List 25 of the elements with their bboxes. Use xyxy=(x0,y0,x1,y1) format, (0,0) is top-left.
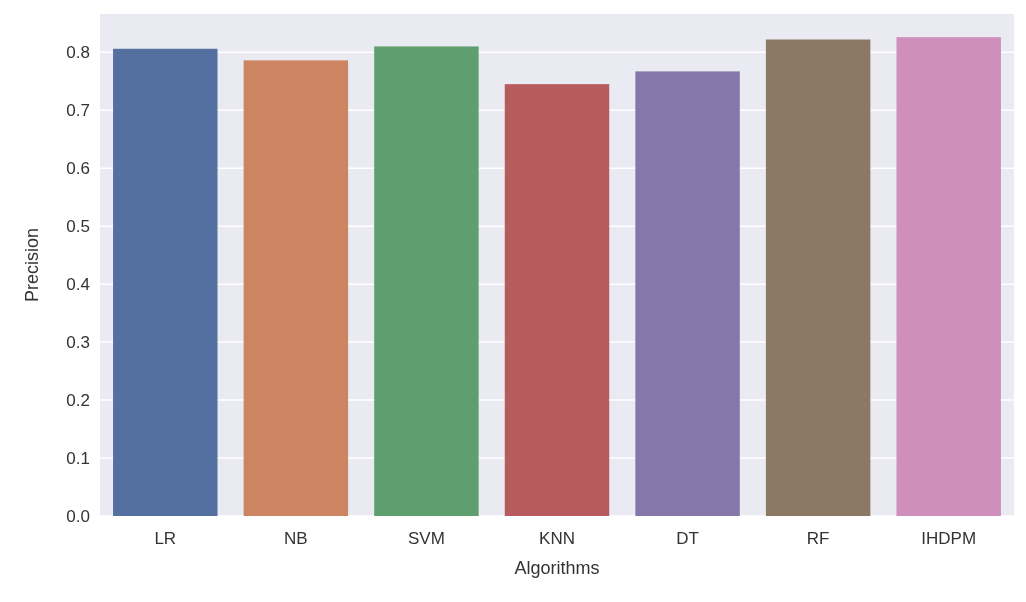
bar xyxy=(896,37,1001,516)
bar xyxy=(504,84,610,516)
y-tick-label: 0.7 xyxy=(66,101,90,121)
x-tick-label: KNN xyxy=(539,529,575,548)
y-tick-label: 0.2 xyxy=(66,391,90,411)
x-tick-label: NB xyxy=(284,529,308,548)
bar xyxy=(635,71,740,516)
y-tick-label: 0.0 xyxy=(66,506,90,526)
bar xyxy=(374,46,479,516)
y-tick-label: 0.1 xyxy=(66,448,90,468)
bar xyxy=(765,39,871,516)
x-tick-label: DT xyxy=(676,529,699,548)
x-axis-title: Algorithms xyxy=(514,558,600,578)
y-axis-title: Precision xyxy=(22,227,42,303)
x-tick-label: RF xyxy=(806,529,830,548)
bar xyxy=(243,60,349,516)
y-tick-label: 0.4 xyxy=(66,275,90,295)
y-tick-label: 0.8 xyxy=(66,43,90,63)
y-tick-label: 0.3 xyxy=(66,333,90,353)
y-tick-label: 0.6 xyxy=(66,159,90,179)
y-tick-label: 0.5 xyxy=(66,217,90,237)
x-tick-label: SVM xyxy=(408,529,445,548)
x-tick-label: LR xyxy=(154,529,177,548)
x-tick-label: IHDPM xyxy=(921,529,977,548)
bar xyxy=(113,48,218,516)
